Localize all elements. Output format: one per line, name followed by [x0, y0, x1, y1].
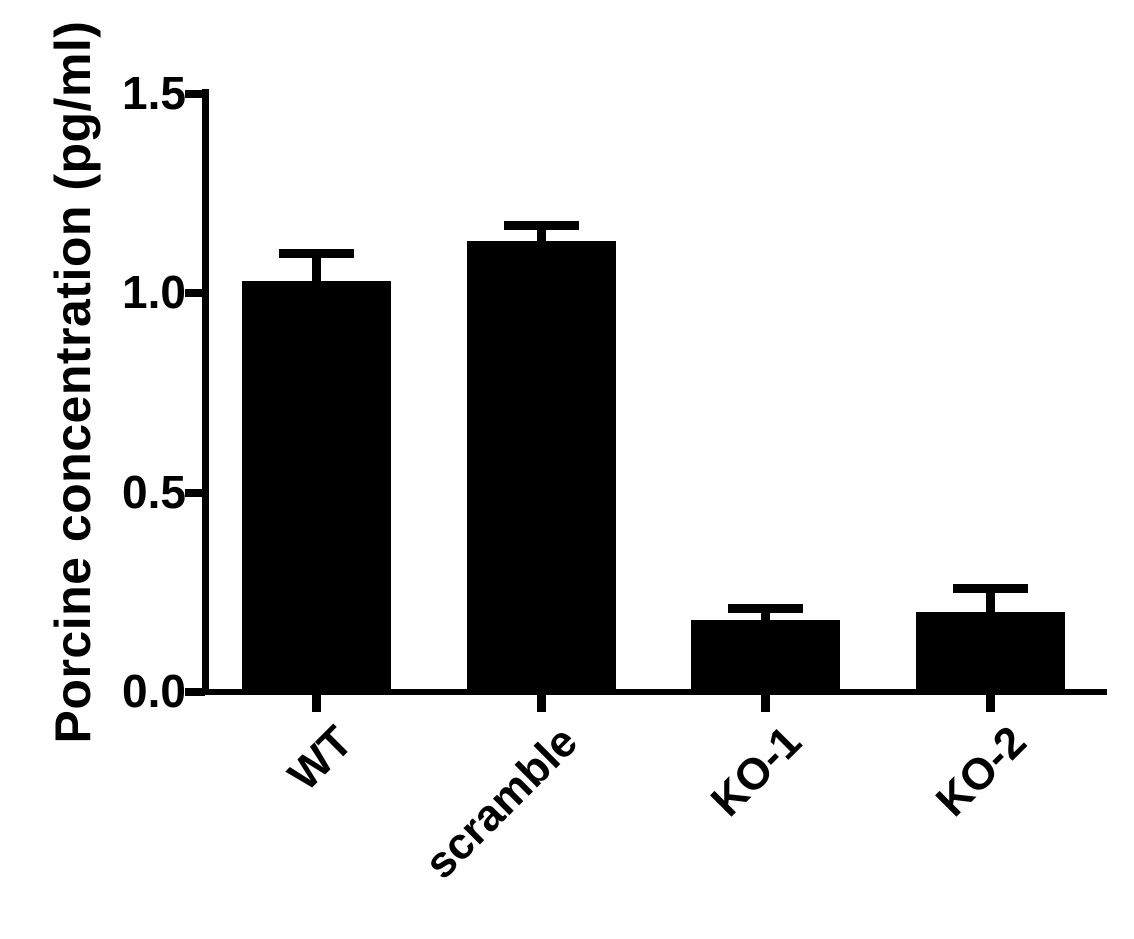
- y-tick-label-1.0: 1.0: [122, 265, 186, 318]
- error-bar-stem-wt: [312, 253, 321, 284]
- y-tick-1.5: [185, 90, 205, 98]
- y-tick-1.0: [185, 289, 205, 297]
- y-axis-line: [202, 89, 209, 695]
- y-axis-title: Porcine concentration (pg/ml): [45, 20, 101, 744]
- x-tick-ko-2: [986, 695, 995, 712]
- bar-scramble: [467, 241, 616, 695]
- x-tick-label-scramble: scramble: [415, 717, 587, 889]
- error-bar-cap-ko-1: [728, 604, 803, 613]
- x-tick-ko-1: [761, 695, 770, 712]
- error-bar-cap-ko-2: [953, 584, 1028, 593]
- bar-ko-1: [691, 620, 840, 695]
- y-tick-label-0.5: 0.5: [122, 465, 186, 518]
- error-bar-cap-scramble: [504, 221, 579, 230]
- error-bar-stem-ko-2: [986, 588, 995, 615]
- error-bar-stem-ko-1: [761, 608, 770, 623]
- error-bar-cap-wt: [279, 249, 354, 258]
- y-tick-0.0: [185, 688, 205, 696]
- x-tick-scramble: [537, 695, 546, 712]
- bar-ko-2: [916, 612, 1065, 695]
- x-tick-label-ko-2: KO-2: [926, 717, 1036, 826]
- x-tick-label-ko-1: KO-1: [701, 717, 811, 826]
- error-bar-stem-scramble: [537, 225, 546, 244]
- bar-wt: [242, 281, 391, 695]
- x-tick-label-wt: WT: [278, 717, 362, 801]
- y-tick-label-0.0: 0.0: [122, 664, 186, 717]
- x-tick-wt: [312, 695, 321, 712]
- y-tick-label-1.5: 1.5: [122, 66, 186, 119]
- y-tick-0.5: [185, 489, 205, 497]
- x-axis-line: [202, 689, 1107, 695]
